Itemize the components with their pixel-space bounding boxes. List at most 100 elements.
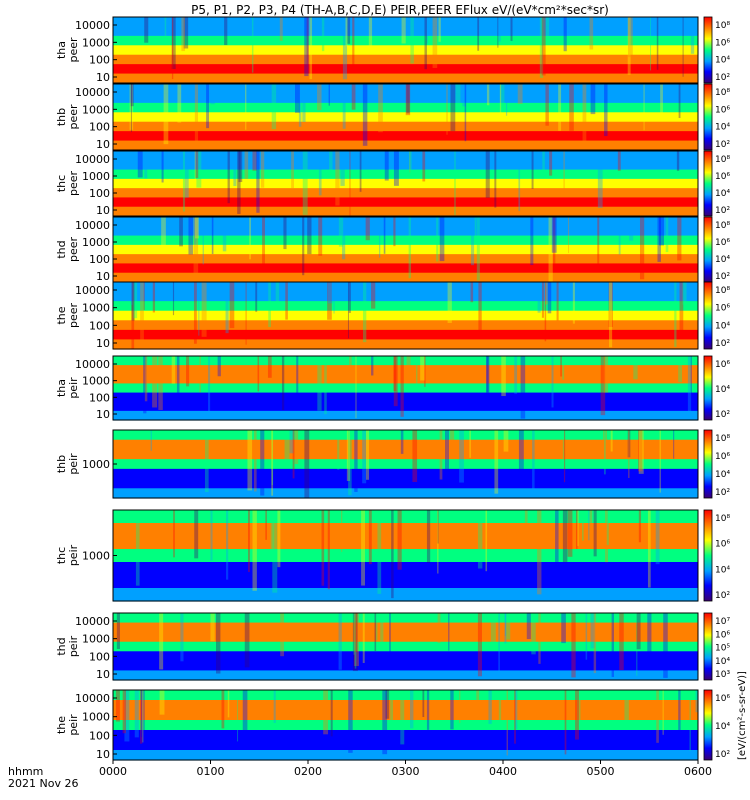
panel-frame: [112, 150, 699, 217]
spectrogram-band: [113, 244, 698, 255]
spectrogram-streak: [327, 282, 333, 304]
spectrogram-streak: [267, 356, 272, 378]
spectrogram-streak: [410, 690, 414, 729]
spectrogram-streak: [506, 613, 511, 640]
spectrogram-streak: [377, 510, 382, 594]
spectrogram-band: [113, 151, 698, 161]
spectrogram-streak: [227, 690, 230, 718]
spectrogram-streak: [271, 430, 273, 486]
spectrogram-band: [113, 35, 698, 46]
spectrogram-streak: [229, 282, 235, 329]
spectrogram-band: [113, 206, 698, 217]
spectrogram-band: [113, 217, 698, 227]
spectrogram-streak: [321, 17, 325, 52]
spectrogram-streak: [133, 282, 138, 319]
y-tick-label: 10: [96, 270, 110, 283]
y-tick-label: 1000: [82, 550, 110, 563]
spectrogram-streak: [517, 84, 523, 104]
spectrogram-band: [113, 468, 698, 480]
y-tick-label: 1000: [82, 170, 110, 183]
spectrogram-streak: [144, 356, 148, 402]
colorbar: [703, 150, 713, 217]
spectrogram-streak: [541, 17, 546, 76]
spectrogram-streak: [464, 84, 467, 142]
spectrogram-streak: [251, 17, 254, 73]
spectrogram-streak: [538, 613, 541, 664]
spectrogram-streak: [183, 17, 189, 49]
spectrogram-streak: [124, 690, 130, 742]
spectrogram-streak: [549, 151, 553, 176]
spectrogram-streak: [406, 84, 410, 114]
spectrogram-streak: [265, 510, 267, 540]
spectrogram-band: [113, 449, 698, 460]
spectrogram-streak: [260, 151, 265, 188]
spectrogram-streak: [291, 151, 294, 189]
spectrogram-streak: [194, 217, 197, 245]
spectrogram-streak: [161, 217, 166, 253]
spectrogram-streak: [400, 356, 404, 417]
spectrogram-streak: [144, 17, 149, 43]
spectrogram-streak: [349, 356, 352, 381]
spectrogram-band: [113, 549, 698, 563]
y-tick-label: 10: [96, 337, 110, 350]
colorbar: [703, 612, 713, 681]
spectrogram-streak: [295, 84, 300, 113]
spectrogram-streak: [245, 84, 247, 130]
spectrogram-streak: [317, 84, 322, 111]
spectrogram-streak: [551, 356, 554, 408]
spectrogram-streak: [383, 217, 386, 254]
spectrogram-streak: [173, 510, 175, 558]
spectrogram-streak: [682, 17, 684, 77]
colorbar-tick-label: 10³: [715, 670, 730, 680]
colorbar-tick-label: 10⁷: [715, 617, 730, 627]
spectrogram-streak: [530, 217, 534, 266]
spectrogram-streak: [628, 430, 630, 478]
spectrogram-streak: [494, 430, 499, 494]
y-tick-label: 10000: [75, 284, 110, 297]
spectrogram-streak: [506, 690, 508, 756]
spectrogram-streak: [585, 613, 588, 660]
colorbar-tick-label: 10²: [715, 750, 730, 760]
spectrogram-streak: [649, 17, 652, 71]
spectrogram-streak: [514, 356, 518, 394]
y-tick-label: 10: [96, 668, 110, 681]
spectrogram-streak: [131, 282, 135, 349]
spectrogram-streak: [678, 356, 683, 383]
spectrogram-streak: [424, 356, 426, 387]
spectrogram-streak: [342, 17, 348, 80]
spectrogram-streak: [244, 613, 250, 668]
spectrogram-band: [113, 613, 698, 624]
spectrogram-streak: [563, 430, 566, 483]
panel-species-label: peir: [67, 714, 80, 736]
spectrogram-band: [113, 254, 698, 265]
spectrogram-streak: [318, 151, 322, 196]
spectrogram-streak: [438, 17, 441, 42]
spectrogram-streak: [237, 151, 241, 214]
spectrogram-streak: [501, 356, 506, 397]
spectrogram-streak: [362, 613, 365, 663]
spectrogram-streak: [309, 17, 313, 80]
spectrogram-streak: [571, 613, 576, 678]
spectrogram-streak: [494, 151, 497, 208]
y-tick-label: 10000: [75, 615, 110, 628]
spectrogram-streak: [270, 510, 275, 552]
spectrogram-band: [113, 178, 698, 189]
spectrogram-streak: [272, 510, 278, 593]
panel-frame: [112, 355, 699, 421]
spectrogram-streak: [247, 430, 253, 491]
spectrogram-streak: [589, 510, 593, 548]
spectrogram-streak: [306, 17, 309, 65]
y-tick-label: 100: [89, 391, 110, 404]
spectrogram-streak: [275, 282, 280, 310]
spectrogram-streak: [577, 510, 579, 547]
spectrogram-band: [113, 26, 698, 37]
spectrogram-streak: [450, 84, 456, 132]
spectrogram-streak: [354, 430, 358, 492]
panel-frame: [112, 281, 699, 350]
spectrogram-streak: [656, 17, 659, 70]
spectrogram-streak: [186, 356, 190, 387]
colorbar-tick-label: 10²: [715, 272, 730, 282]
spectrogram-band: [113, 64, 698, 75]
spectrogram-streak: [408, 151, 412, 175]
spectrogram-streak: [459, 430, 464, 483]
